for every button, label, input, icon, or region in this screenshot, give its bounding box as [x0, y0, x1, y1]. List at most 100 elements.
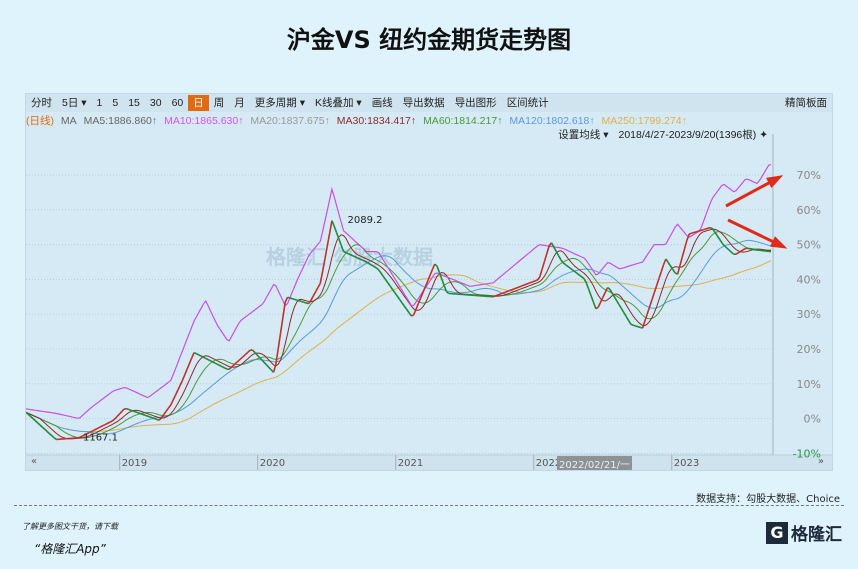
toolbar-item[interactable]: K线叠加 ▾ — [314, 97, 362, 109]
shfe-gold-candle — [581, 276, 585, 280]
time-axis-scrollbar[interactable]: « 2022/02/21/一 » — [26, 455, 832, 471]
shfe-gold-candle — [109, 420, 113, 423]
shfe-gold-candle — [144, 414, 148, 417]
toolbar-item[interactable]: 更多周期 ▾ — [254, 97, 305, 109]
y-tick-label: 40% — [797, 273, 821, 286]
shfe-gold-candle — [389, 285, 394, 291]
legend-ma120: MA120:1802.618↑ — [509, 115, 595, 127]
shfe-gold-candle — [504, 290, 508, 294]
toolbar-item[interactable]: 月 — [234, 97, 245, 109]
shfe-gold-candle — [541, 261, 546, 270]
shfe-gold-candle — [539, 268, 543, 278]
shfe-gold-candle — [128, 408, 132, 412]
shfe-gold-candle — [53, 437, 57, 441]
toolbar-item[interactable]: 分时 — [31, 97, 52, 109]
toolbar-item[interactable]: 5日 ▾ — [62, 97, 87, 109]
toolbar-item[interactable]: 60 — [171, 97, 184, 109]
toolbar-item[interactable]: 日 — [188, 95, 209, 111]
legend-ma60: MA60:1814.217↑ — [423, 115, 503, 127]
shfe-gold-candle — [301, 300, 305, 303]
toolbar-item[interactable]: 30 — [149, 97, 162, 109]
y-tick-label: 10% — [797, 378, 821, 391]
shfe-gold-candle — [172, 394, 177, 401]
shfe-gold-candle — [319, 271, 324, 284]
shfe-gold-candle — [709, 226, 713, 230]
legend-ma30: MA30:1834.417↑ — [336, 115, 417, 127]
annotation-label: 2089.2 — [348, 215, 383, 226]
shfe-gold-candle — [95, 427, 99, 430]
shfe-gold-candle — [314, 287, 319, 293]
toolbar-item[interactable]: 导出图形 — [454, 97, 497, 109]
shfe-gold-candle — [511, 288, 515, 291]
shfe-gold-candle — [37, 422, 41, 426]
shfe-gold-candle — [359, 258, 363, 261]
toolbar-item[interactable]: 画线 — [371, 97, 393, 109]
shfe-gold-candle — [639, 326, 643, 329]
shfe-gold-candle — [84, 433, 88, 436]
shfe-gold-candle — [546, 245, 550, 254]
shfe-gold-candle — [44, 428, 48, 432]
shfe-gold-candle — [179, 380, 184, 386]
shfe-gold-candle — [321, 258, 326, 272]
toolbar-item[interactable]: 1 — [96, 97, 103, 109]
shfe-gold-candle — [495, 294, 499, 297]
shfe-gold-candle — [648, 299, 653, 308]
shfe-gold-candle — [88, 430, 92, 434]
scroll-left-icon[interactable]: « — [31, 456, 38, 467]
shfe-gold-candle — [188, 357, 193, 364]
shfe-gold-candle — [100, 424, 104, 428]
shfe-gold-candle — [572, 269, 576, 273]
shfe-gold-candle — [373, 265, 377, 269]
shfe-gold-candle — [669, 265, 674, 271]
simple-panel-button[interactable]: 精简板面 — [785, 97, 827, 109]
shfe-gold-candle — [170, 399, 174, 406]
scroll-right-icon[interactable]: » — [817, 456, 824, 467]
shfe-gold-candle — [158, 417, 163, 421]
shfe-gold-candle — [41, 426, 46, 430]
shfe-gold-candle — [205, 357, 209, 361]
shfe-gold-candle — [562, 262, 566, 266]
shfe-gold-candle — [637, 325, 641, 329]
shfe-gold-candle — [114, 415, 118, 420]
shfe-gold-candle — [569, 267, 573, 271]
toolbar-item[interactable]: 5 — [112, 97, 119, 109]
shfe-gold-candle — [310, 295, 314, 301]
shfe-gold-candle — [707, 226, 711, 230]
shfe-gold-candle — [258, 356, 263, 361]
toolbar-item[interactable]: 15 — [128, 97, 140, 109]
toolbar-item[interactable]: 导出数据 — [402, 97, 445, 109]
shfe-gold-candle — [272, 363, 277, 373]
shfe-gold-candle — [265, 364, 270, 368]
shfe-gold-candle — [597, 302, 602, 308]
shfe-gold-candle — [214, 362, 218, 366]
shfe-gold-candle — [641, 320, 646, 329]
toolbar-item[interactable]: 区间统计 — [506, 97, 549, 109]
shfe-gold-candle — [644, 313, 648, 322]
shfe-gold-candle — [338, 238, 343, 246]
shfe-gold-candle — [665, 258, 669, 263]
scroll-thumb[interactable]: 2022/02/21/一 — [557, 456, 633, 471]
shfe-gold-candle — [212, 361, 216, 364]
shfe-gold-candle — [126, 407, 130, 411]
shfe-gold-candle — [237, 358, 242, 362]
toolbar-item[interactable]: 周 — [213, 97, 225, 109]
shfe-gold-candle — [275, 348, 280, 365]
red-arrowhead-icon — [766, 175, 784, 189]
shfe-gold-candle — [396, 295, 401, 300]
y-tick-label: -10% — [793, 447, 821, 460]
shfe-gold-candle — [506, 289, 510, 293]
legend-ma: MA — [60, 115, 77, 127]
shfe-gold-candle — [412, 308, 417, 316]
shfe-gold-candle — [728, 249, 732, 253]
shfe-gold-candle — [307, 299, 312, 305]
logo-text: 格隆汇 — [791, 525, 842, 545]
shfe-gold-candle — [436, 265, 441, 273]
shfe-gold-candle — [653, 285, 658, 294]
shfe-gold-candle — [335, 232, 340, 240]
red-arrowhead-icon — [770, 236, 788, 249]
shfe-gold-candle — [224, 367, 228, 370]
set-ma-button[interactable]: 设置均线 ▾ — [558, 129, 609, 141]
chart-toolbar: 分时 5日 ▾ 1 5 15 30 60 日周月更多周期 ▾ K线叠加 ▾ 画线 导出数据 导出图形区… — [26, 94, 832, 112]
shfe-gold-candle — [116, 413, 120, 418]
shfe-gold-candle — [497, 293, 501, 296]
